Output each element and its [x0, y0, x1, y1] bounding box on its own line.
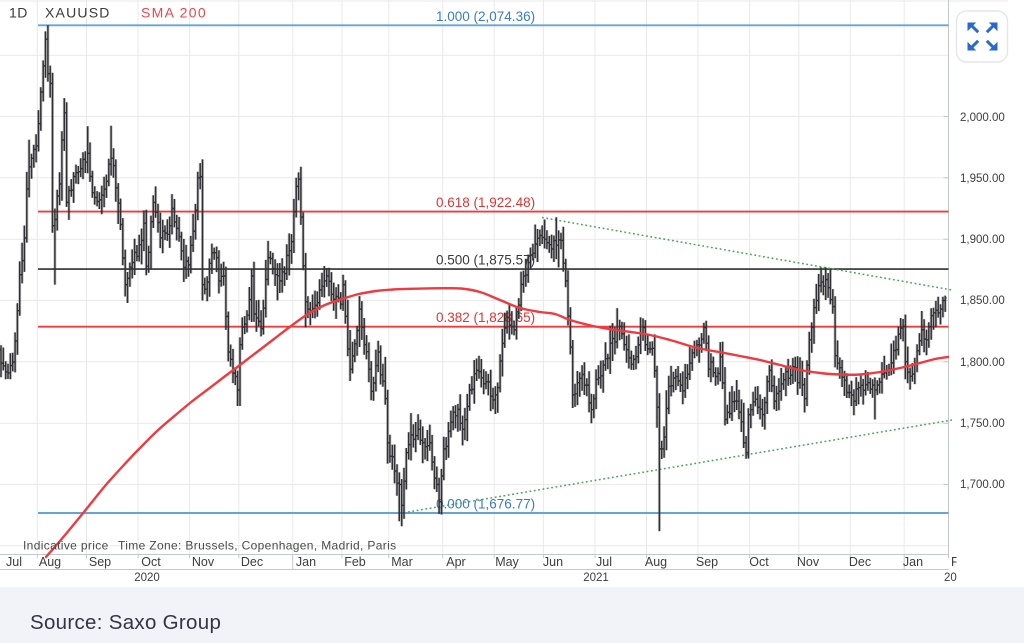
- svg-text:Sep: Sep: [696, 555, 718, 569]
- svg-text:SMA 200: SMA 200: [141, 5, 207, 21]
- svg-text:1,800.00: 1,800.00: [960, 357, 1005, 369]
- svg-text:Nov: Nov: [797, 555, 820, 569]
- svg-text:Nov: Nov: [192, 555, 215, 569]
- svg-text:20: 20: [944, 572, 957, 584]
- svg-text:Jul: Jul: [6, 555, 22, 569]
- svg-text:Feb: Feb: [951, 555, 973, 569]
- svg-text:1.000 (2,074.36): 1.000 (2,074.36): [436, 9, 535, 24]
- svg-text:Oct: Oct: [141, 555, 161, 569]
- svg-text:1,750.00: 1,750.00: [960, 418, 1005, 430]
- svg-text:1D: 1D: [9, 5, 28, 21]
- svg-text:Jan: Jan: [296, 555, 316, 569]
- svg-text:Time Zone: Brussels, Copenhage: Time Zone: Brussels, Copenhagen, Madrid,…: [118, 539, 396, 553]
- svg-text:Apr: Apr: [446, 555, 465, 569]
- svg-text:2021: 2021: [583, 572, 609, 584]
- svg-text:Dec: Dec: [241, 555, 263, 569]
- svg-text:May: May: [495, 555, 519, 569]
- svg-text:Aug: Aug: [39, 555, 61, 569]
- svg-text:1,900.00: 1,900.00: [960, 234, 1005, 246]
- svg-text:XAUUSD: XAUUSD: [45, 5, 111, 21]
- svg-text:Oct: Oct: [749, 555, 769, 569]
- svg-text:0.382 (1,828.65): 0.382 (1,828.65): [436, 310, 535, 325]
- svg-text:0.000 (1,676.77): 0.000 (1,676.77): [436, 497, 535, 512]
- svg-text:2020: 2020: [134, 572, 160, 584]
- svg-text:Mar: Mar: [391, 555, 413, 569]
- svg-text:0.618 (1,922.48): 0.618 (1,922.48): [436, 195, 535, 210]
- svg-text:1,700.00: 1,700.00: [960, 479, 1005, 491]
- svg-text:Jul: Jul: [596, 555, 612, 569]
- svg-text:0.500 (1,875.57): 0.500 (1,875.57): [436, 253, 535, 268]
- svg-text:Aug: Aug: [645, 555, 667, 569]
- svg-text:Indicative price: Indicative price: [23, 539, 109, 553]
- svg-text:2,000.00: 2,000.00: [960, 112, 1005, 124]
- svg-text:1,850.00: 1,850.00: [960, 295, 1005, 307]
- svg-text:Jun: Jun: [543, 555, 563, 569]
- svg-text:Sep: Sep: [89, 555, 111, 569]
- svg-text:1,950.00: 1,950.00: [960, 173, 1005, 185]
- svg-text:Jan: Jan: [903, 555, 923, 569]
- svg-text:Feb: Feb: [344, 555, 366, 569]
- svg-text:Dec: Dec: [849, 555, 871, 569]
- svg-text:Source: Saxo Group: Source: Saxo Group: [30, 611, 221, 634]
